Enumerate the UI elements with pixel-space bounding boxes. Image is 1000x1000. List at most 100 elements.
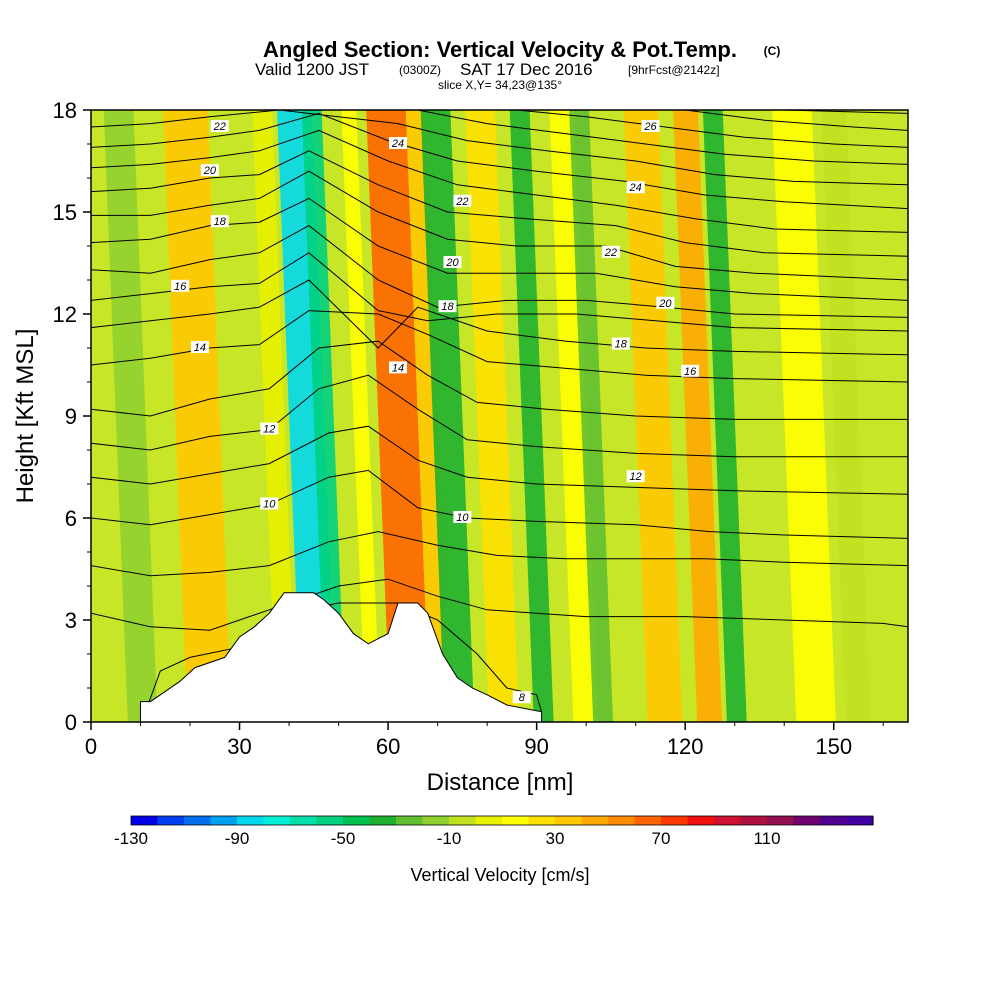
theta-contour bbox=[91, 150, 908, 257]
theta-contour bbox=[516, 110, 908, 148]
svg-text:22: 22 bbox=[604, 247, 617, 259]
contour-label: 24 bbox=[388, 137, 407, 150]
x-tick-label: 90 bbox=[524, 734, 548, 759]
y-tick-label: 9 bbox=[65, 404, 77, 429]
theta-contour bbox=[91, 129, 908, 233]
colorbar-tick-label: 110 bbox=[753, 829, 780, 848]
colorbar-swatch bbox=[475, 816, 503, 825]
contour-label: 10 bbox=[260, 497, 279, 510]
svg-text:18: 18 bbox=[214, 216, 227, 228]
colorbar-swatch bbox=[449, 816, 477, 825]
theta-contour bbox=[91, 110, 908, 186]
contour-label: 10 bbox=[453, 511, 472, 524]
contour-label: 26 bbox=[641, 120, 660, 133]
contour-label: 20 bbox=[656, 296, 675, 310]
contour-label: 18 bbox=[611, 337, 630, 351]
svg-text:20: 20 bbox=[445, 257, 459, 269]
svg-text:18: 18 bbox=[615, 339, 628, 351]
contour-label: 16 bbox=[681, 364, 700, 378]
y-tick-label: 15 bbox=[53, 200, 77, 225]
colorbar-swatch bbox=[263, 816, 291, 825]
colorbar-label: Vertical Velocity [cm/s] bbox=[410, 865, 589, 885]
x-axis: 0 30 60 90 120 150 bbox=[85, 722, 884, 759]
svg-text:10: 10 bbox=[456, 512, 469, 524]
slice-info: slice X,Y= 34,23@135° bbox=[438, 78, 562, 92]
colorbar-swatch bbox=[369, 816, 397, 825]
contour-label: 22 bbox=[453, 194, 472, 208]
theta-contour bbox=[91, 112, 908, 210]
velocity-band bbox=[549, 110, 599, 722]
colorbar-swatch bbox=[343, 816, 371, 825]
colorbar-swatch bbox=[290, 816, 318, 825]
x-tick-label: 60 bbox=[376, 734, 400, 759]
theta-contour bbox=[91, 469, 908, 539]
colorbar: -130 -90 -50 -10 30 70 110 bbox=[114, 815, 874, 848]
svg-text:10: 10 bbox=[263, 498, 276, 510]
contour-labels: 8 10 10 12 12 14 14 16 16 18 18 18 20 20 20 22 22 22 24 24 2… bbox=[171, 120, 700, 704]
velocity-band bbox=[341, 110, 381, 722]
forecast-info: [9hrFcst@2142z] bbox=[628, 63, 720, 77]
velocity-band bbox=[252, 110, 297, 722]
colorbar-swatch bbox=[555, 816, 583, 825]
svg-text:18: 18 bbox=[441, 301, 454, 313]
velocity-band bbox=[163, 110, 232, 722]
velocity-band bbox=[702, 110, 747, 722]
svg-text:20: 20 bbox=[658, 298, 672, 310]
x-axis-label: Distance [nm] bbox=[427, 769, 574, 796]
colorbar-swatch bbox=[210, 816, 238, 825]
contour-label: 12 bbox=[260, 422, 279, 436]
colorbar-swatch bbox=[793, 816, 821, 825]
svg-text:8: 8 bbox=[519, 692, 526, 704]
theta-contour bbox=[91, 531, 908, 577]
velocity-band bbox=[623, 110, 683, 722]
y-tick-label: 18 bbox=[53, 98, 77, 123]
colorbar-swatch bbox=[608, 816, 636, 825]
colorbar-tick-label: -10 bbox=[437, 829, 462, 848]
colorbar-tick-label: -130 bbox=[114, 829, 148, 848]
contour-label: 20 bbox=[200, 164, 219, 177]
velocity-band bbox=[301, 110, 346, 722]
velocity-band bbox=[366, 110, 430, 722]
theta-contour bbox=[91, 225, 908, 318]
velocity-band bbox=[821, 110, 871, 722]
colorbar-swatch bbox=[422, 816, 450, 825]
svg-text:16: 16 bbox=[684, 366, 697, 378]
colorbar-swatch bbox=[846, 816, 874, 825]
x-tick-label: 30 bbox=[227, 734, 251, 759]
theta-contour bbox=[685, 110, 908, 131]
contour-label: 24 bbox=[626, 181, 645, 194]
y-tick-label: 6 bbox=[65, 506, 77, 531]
chart-title: Angled Section: Vertical Velocity & Pot.… bbox=[263, 37, 737, 62]
colorbar-swatch bbox=[767, 816, 795, 825]
svg-text:12: 12 bbox=[263, 424, 275, 436]
terrain-mask bbox=[140, 592, 543, 722]
svg-text:24: 24 bbox=[629, 182, 642, 194]
colorbar-swatch bbox=[740, 816, 768, 825]
colorbar-tick-label: 70 bbox=[652, 829, 671, 848]
y-tick-label: 0 bbox=[65, 710, 77, 735]
theta-contour bbox=[91, 197, 908, 301]
colorbar-swatch bbox=[714, 816, 742, 825]
theta-contour bbox=[145, 602, 543, 712]
theta-contour bbox=[91, 340, 908, 420]
contour-label: 16 bbox=[171, 279, 190, 293]
colorbar-swatch bbox=[634, 816, 662, 825]
contour-label: 18 bbox=[210, 215, 229, 228]
theta-contour bbox=[91, 374, 908, 458]
colorbar-swatch bbox=[396, 816, 424, 825]
velocity-band bbox=[569, 110, 614, 722]
contour-label: 22 bbox=[601, 245, 620, 259]
theta-contour bbox=[91, 425, 908, 495]
colorbar-swatch bbox=[316, 816, 344, 825]
potential-temperature-contours bbox=[91, 110, 908, 712]
contour-label: 8 bbox=[512, 691, 531, 704]
colorbar-tick-label: -90 bbox=[225, 829, 250, 848]
svg-text:14: 14 bbox=[194, 342, 206, 354]
theta-contour bbox=[91, 252, 908, 332]
y-tick-label: 12 bbox=[53, 302, 77, 327]
velocity-band bbox=[465, 110, 519, 722]
contour-label: 14 bbox=[190, 341, 209, 354]
y-axis: 0 3 6 9 12 15 18 bbox=[53, 98, 91, 735]
svg-text:26: 26 bbox=[643, 121, 657, 133]
